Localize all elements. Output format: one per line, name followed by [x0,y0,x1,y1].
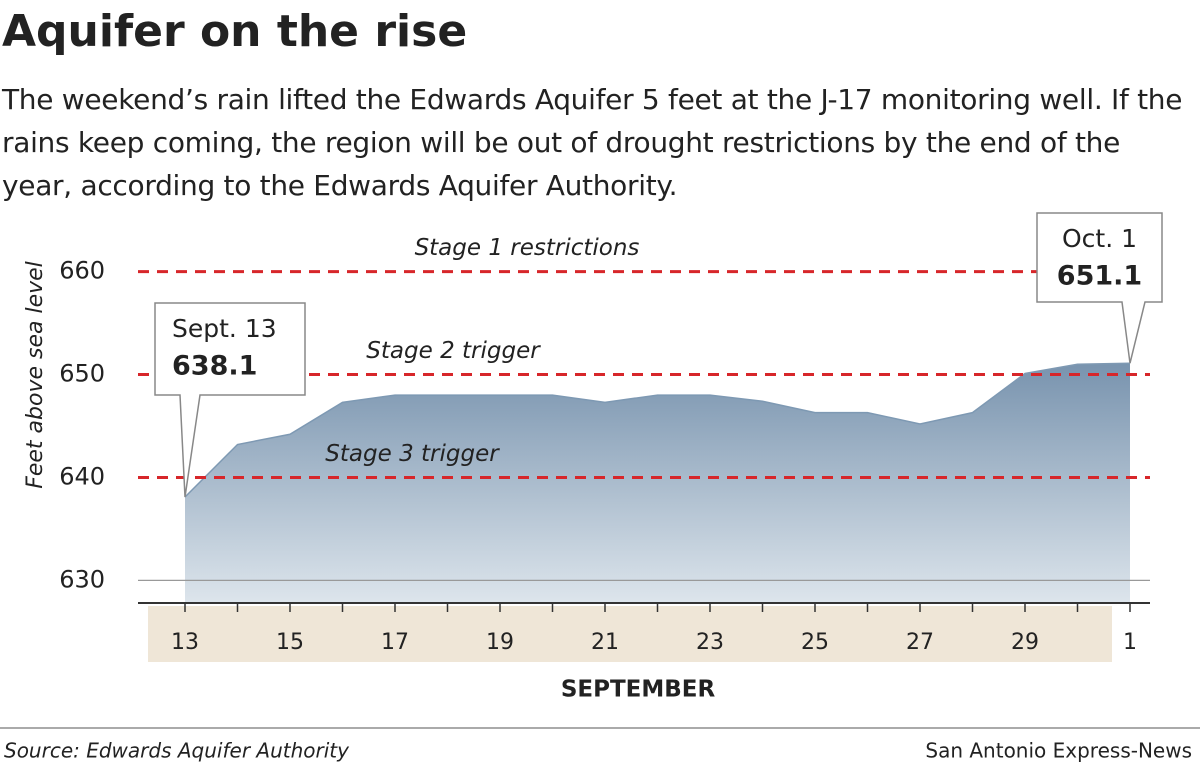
y-tick-label: 630 [59,565,105,593]
y-tick-label: 640 [59,462,105,490]
credit: San Antonio Express-News [925,739,1192,763]
x-tick-label: 23 [696,630,724,655]
x-axis-band [148,606,1112,662]
x-tick-label: 15 [276,630,304,655]
x-axis-label: SEPTEMBER [561,677,716,703]
chart-title: Aquifer on the rise [2,6,467,57]
x-tick-label: 1 [1123,630,1137,655]
reference-label: Stage 2 trigger [366,338,541,364]
reference-label: Stage 3 trigger [325,441,500,467]
reference-label: Stage 1 restrictions [415,235,640,261]
x-tick-label: 27 [906,630,934,655]
callout-date: Sept. 13 [172,314,277,343]
x-tick-label: 29 [1011,630,1039,655]
y-axis-label: Feet above sea level [23,261,48,489]
area-line [184,362,1131,498]
callout-value: 638.1 [172,351,257,382]
source: Source: Edwards Aquifer Authority [4,739,350,763]
x-tick-label: 17 [381,630,409,655]
y-tick-label: 650 [59,360,105,388]
subtitle: The weekend’s rain lifted the Edwards Aq… [2,83,1183,202]
callout [154,302,306,498]
x-tick-label: 25 [801,630,829,655]
x-tick-label: 21 [591,630,619,655]
callout [1036,212,1163,364]
callout-value: 651.1 [1057,261,1142,292]
callout-date: Oct. 1 [1062,224,1137,253]
area [185,363,1130,603]
x-tick-label: 13 [171,630,199,655]
y-tick-label: 660 [59,257,105,285]
x-tick-label: 19 [486,630,514,655]
